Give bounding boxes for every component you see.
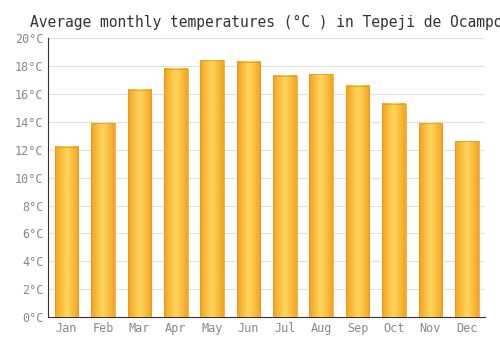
Title: Average monthly temperatures (°C ) in Tepeji de Ocampo: Average monthly temperatures (°C ) in Te… <box>30 15 500 30</box>
Bar <box>310 75 333 317</box>
Bar <box>346 85 370 317</box>
Bar <box>236 62 260 317</box>
Bar <box>54 147 78 317</box>
Bar <box>273 76 296 317</box>
Bar <box>128 90 151 317</box>
Bar <box>418 123 442 317</box>
Bar <box>455 141 478 317</box>
Bar <box>382 104 406 317</box>
Bar <box>91 123 115 317</box>
Bar <box>200 61 224 317</box>
Bar <box>164 69 188 317</box>
